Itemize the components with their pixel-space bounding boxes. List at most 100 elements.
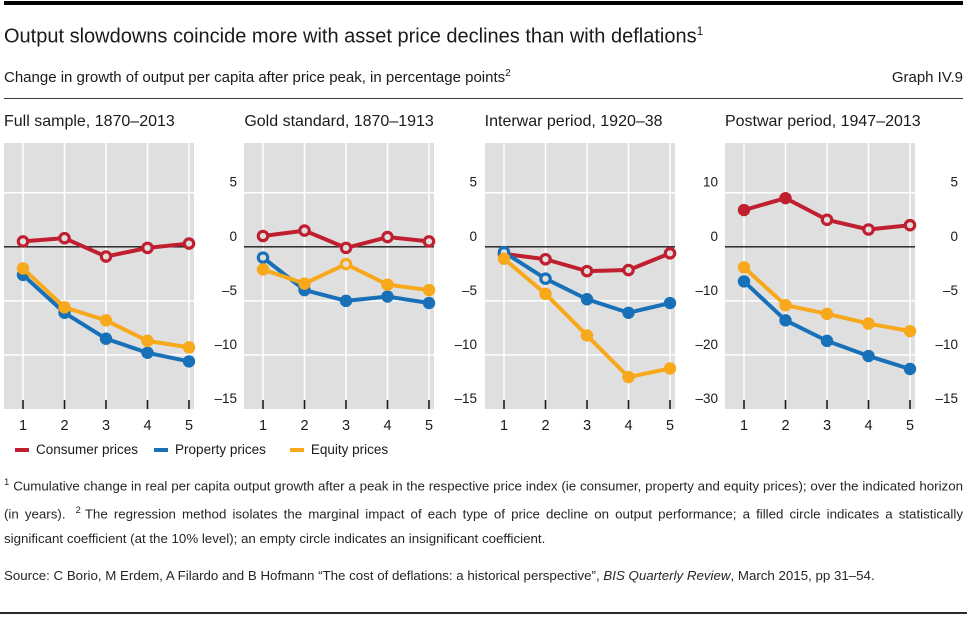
y-axis-label: 5 bbox=[229, 174, 237, 189]
y-axis-label: 0 bbox=[710, 228, 718, 243]
x-axis-label: 2 bbox=[60, 418, 68, 434]
data-point-open bbox=[340, 257, 353, 271]
data-point-open bbox=[298, 223, 312, 237]
series-equity bbox=[16, 261, 196, 354]
data-point-filled bbox=[182, 354, 196, 368]
series-equity bbox=[737, 260, 917, 338]
y-axis-labels: 10 0 –10 –20 –30 bbox=[695, 174, 718, 405]
y-axis-label: –15 bbox=[214, 391, 237, 406]
data-point-filled bbox=[779, 191, 792, 205]
source-text: Source: C Borio, M Erdem, A Filardo and … bbox=[4, 568, 604, 584]
bis-graph-page: Output slowdowns coincide more with asse… bbox=[0, 1, 967, 588]
panel-chart: 5 0 –5 –10 –15 1 2 3 4 5 bbox=[4, 142, 237, 434]
data-point-filled bbox=[381, 278, 395, 291]
data-point-filled bbox=[903, 362, 917, 375]
x-axis-label: 2 bbox=[301, 418, 309, 434]
y-axis-label: 10 bbox=[703, 174, 718, 189]
data-point-open bbox=[423, 234, 436, 248]
data-point-filled bbox=[779, 313, 792, 327]
source-publication: BIS Quarterly Review bbox=[603, 568, 731, 584]
y-axis-label: –5 bbox=[943, 283, 958, 298]
data-point-filled bbox=[497, 252, 510, 265]
legend-label: Consumer prices bbox=[36, 442, 139, 458]
x-axis-label: 4 bbox=[384, 418, 392, 434]
x-axis-label: 4 bbox=[624, 418, 632, 434]
legend-label: Property prices bbox=[175, 442, 266, 458]
x-axis-label: 4 bbox=[864, 418, 872, 434]
footnote-text: Cumulative change in real per capita out… bbox=[4, 478, 963, 521]
plot-area bbox=[244, 142, 435, 409]
panel-1: Full sample, 1870–2013 5 0 –5 –10 –15 1 2 3 4 5 bbox=[4, 99, 242, 437]
data-point-open bbox=[257, 250, 270, 264]
subtitle-row: Change in growth of output per capita af… bbox=[4, 64, 963, 87]
data-point-filled bbox=[737, 203, 751, 216]
x-axis-label: 5 bbox=[425, 418, 433, 434]
chart-subtitle: Change in growth of output per capita af… bbox=[4, 64, 511, 87]
x-axis-ticks bbox=[743, 399, 911, 409]
data-point-filled bbox=[99, 313, 113, 327]
data-point-open bbox=[862, 222, 875, 236]
legend-swatch-equity bbox=[289, 447, 304, 452]
footnote-marker: 1 bbox=[4, 476, 10, 488]
plot-area bbox=[724, 142, 915, 409]
data-point-filled bbox=[298, 277, 312, 290]
data-point-filled bbox=[99, 332, 113, 345]
page-title: Output slowdowns coincide more with asse… bbox=[4, 19, 963, 50]
data-point-filled bbox=[381, 290, 395, 303]
panel-4: Postwar period, 1947–2013 5 0 –5 –10 –15 1 2 3 4 5 bbox=[724, 99, 963, 437]
legend-swatch-property bbox=[154, 447, 169, 452]
panel-3: Interwar period, 1920–38 10 0 –10 –20 –30 1 2 3 4… bbox=[484, 99, 723, 437]
y-axis-label: 5 bbox=[950, 174, 958, 189]
page-title-footnote-marker: 1 bbox=[696, 24, 704, 38]
data-point-filled bbox=[621, 370, 635, 383]
top-border bbox=[4, 1, 963, 5]
series-property bbox=[737, 274, 917, 375]
x-axis-label: 1 bbox=[500, 418, 508, 434]
y-axis-label: –15 bbox=[455, 391, 478, 406]
legend: Consumer prices Property prices Equity pri… bbox=[4, 441, 963, 459]
data-point-open bbox=[538, 252, 552, 266]
x-axis-label: 4 bbox=[143, 418, 151, 434]
source-suffix: , March 2015, pp 31–54. bbox=[730, 568, 875, 584]
series-property bbox=[497, 245, 676, 319]
y-axis-labels: 5 0 –5 –10 –15 bbox=[935, 174, 958, 405]
header-rule bbox=[4, 97, 963, 99]
legend-item-consumer: Consumer prices bbox=[15, 442, 138, 457]
x-axis-labels: 1 2 3 4 5 bbox=[500, 418, 674, 434]
data-point-filled bbox=[141, 334, 154, 347]
data-point-open bbox=[182, 236, 196, 250]
y-axis-labels: 5 0 –5 –10 –15 bbox=[455, 174, 478, 405]
x-axis-label: 2 bbox=[781, 418, 789, 434]
data-point-open bbox=[903, 218, 917, 232]
panel-chart: 10 0 –10 –20 –30 1 2 3 4 5 bbox=[484, 142, 718, 434]
panel-chart: 5 0 –5 –10 –15 1 2 3 4 5 bbox=[244, 142, 478, 434]
y-axis-label: 5 bbox=[470, 174, 478, 189]
data-point-filled bbox=[340, 294, 353, 307]
series-equity bbox=[497, 252, 676, 383]
data-point-open bbox=[538, 272, 552, 285]
data-point-filled bbox=[820, 334, 834, 347]
footnote-marker: 2 bbox=[75, 504, 81, 516]
panel-2: Gold standard, 1870–1913 5 0 –5 –10 –15 1 2 3 4 5 bbox=[244, 99, 482, 437]
x-axis-label: 2 bbox=[541, 418, 549, 434]
series-equity bbox=[257, 257, 436, 296]
legend-item-equity: Equity prices bbox=[289, 442, 388, 457]
y-axis-label: –10 bbox=[695, 283, 718, 298]
data-point-filled bbox=[862, 349, 875, 362]
x-axis-labels: 1 2 3 4 5 bbox=[259, 418, 433, 434]
x-axis-label: 5 bbox=[185, 418, 193, 434]
panel-title: Interwar period, 1920–38 bbox=[484, 112, 663, 130]
panel-chart: 5 0 –5 –10 –15 1 2 3 4 5 bbox=[724, 142, 958, 434]
y-axis-label: 0 bbox=[229, 228, 237, 243]
y-axis-label: –15 bbox=[935, 391, 958, 406]
page-title-text: Output slowdowns coincide more with asse… bbox=[4, 25, 697, 48]
source-line: Source: C Borio, M Erdem, A Filardo and … bbox=[4, 564, 963, 588]
data-point-open bbox=[621, 263, 635, 277]
x-axis-labels: 1 2 3 4 5 bbox=[19, 418, 193, 434]
y-axis-label: –10 bbox=[455, 337, 478, 352]
data-point-filled bbox=[423, 296, 436, 309]
data-point-filled bbox=[538, 287, 552, 300]
data-point-open bbox=[820, 213, 834, 226]
data-point-filled bbox=[580, 292, 593, 306]
chart-subtitle-text: Change in growth of output per capita af… bbox=[4, 68, 506, 86]
